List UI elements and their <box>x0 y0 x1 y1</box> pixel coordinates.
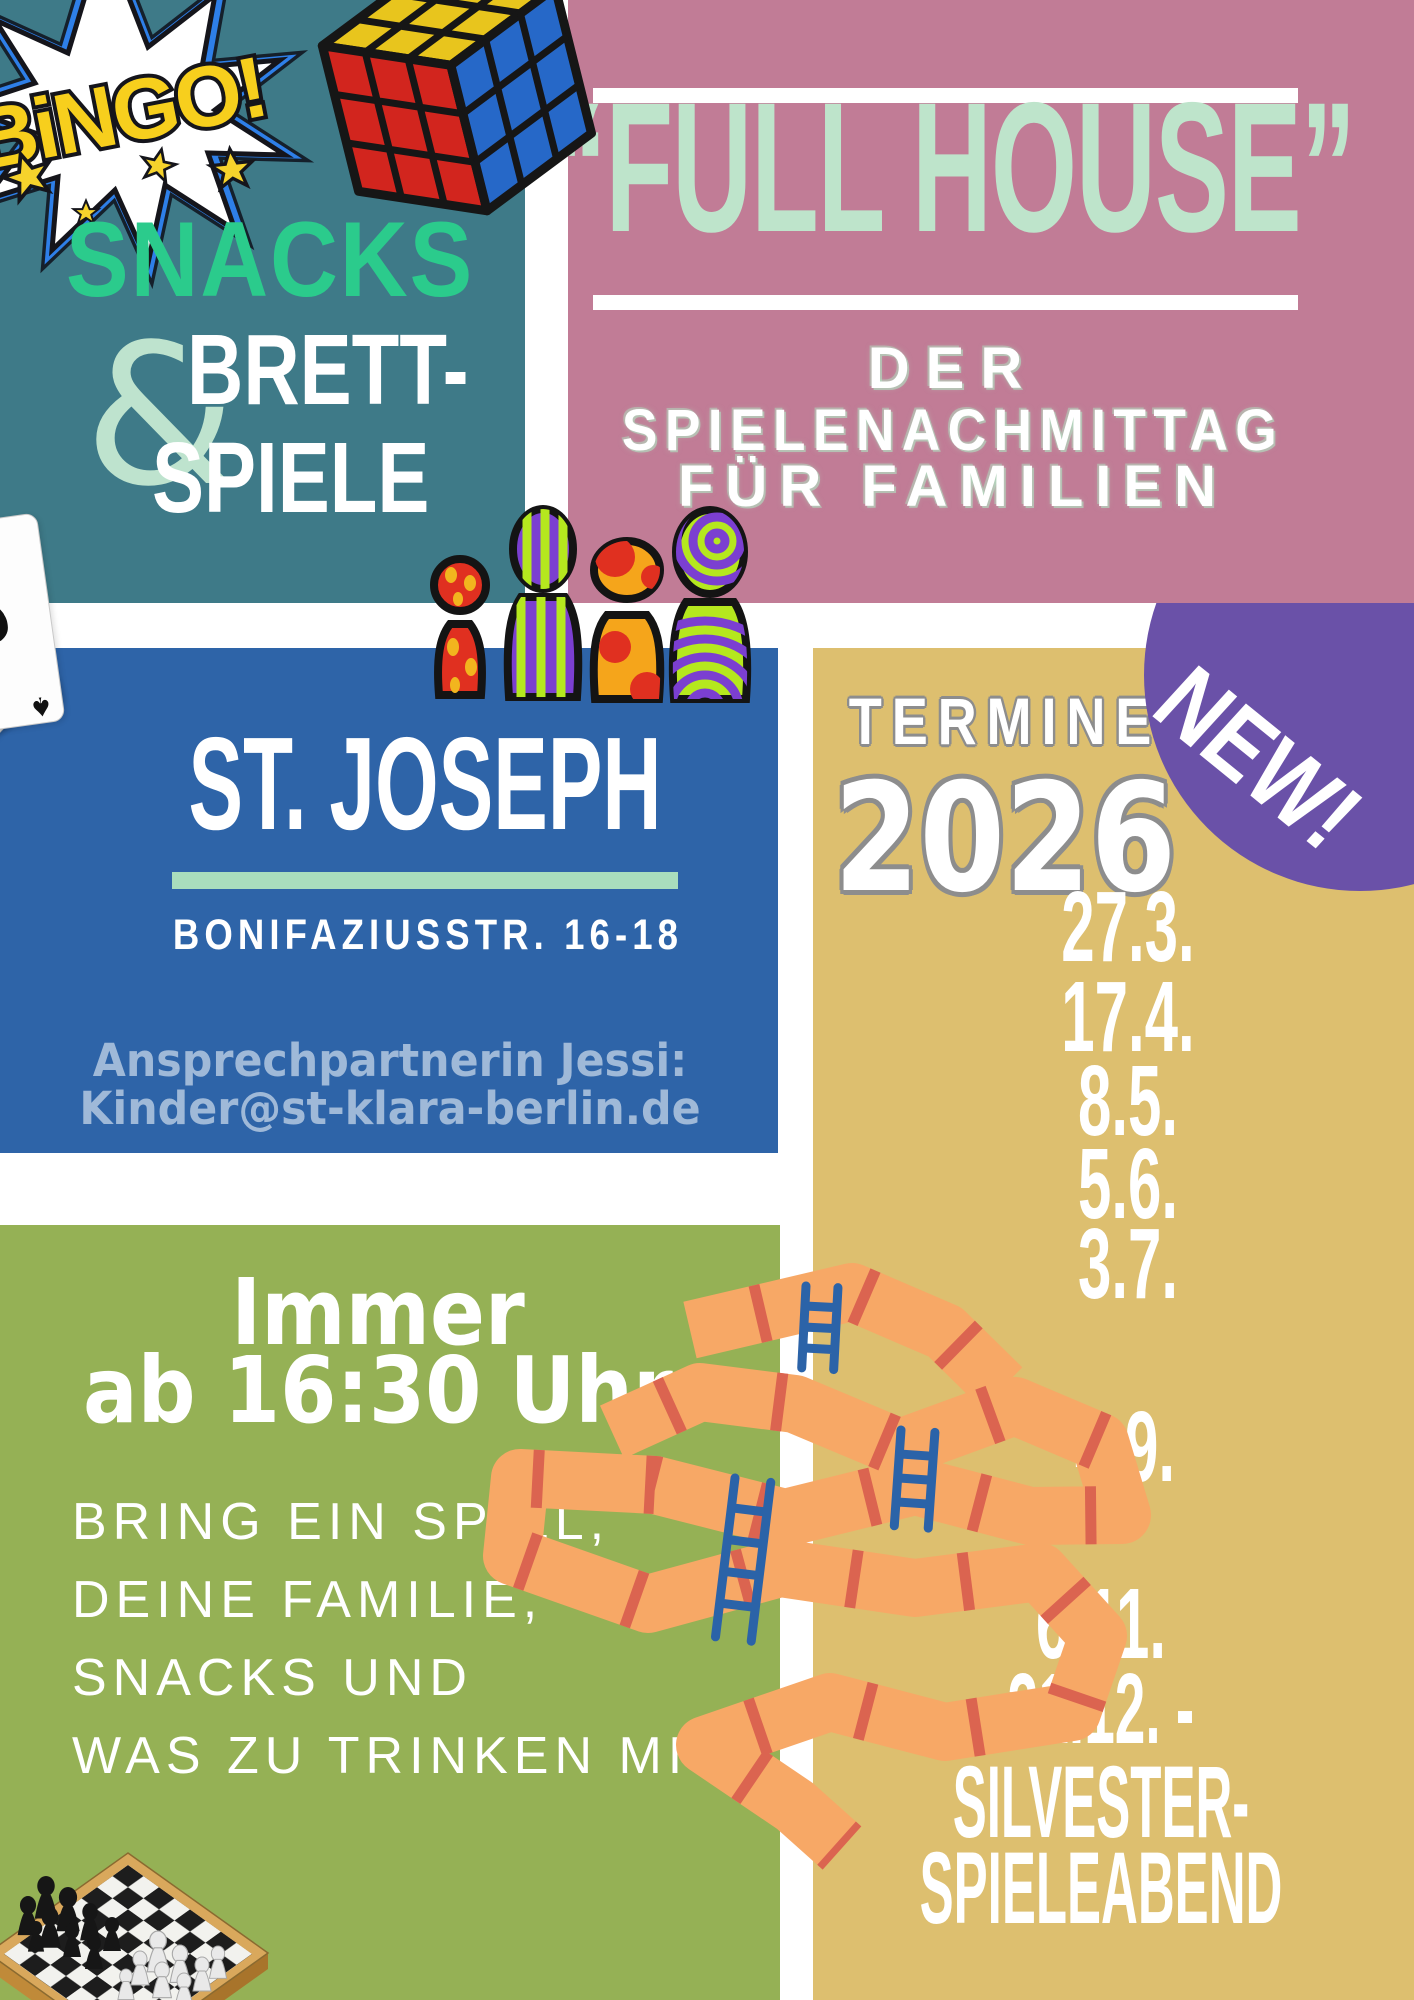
divider-top <box>593 88 1298 103</box>
blue-block: ST. JOSEPH BONIFAZIUSSTR. 16-18 Ansprech… <box>0 648 778 1153</box>
location-underline <box>172 872 678 889</box>
termine-year: 2026 <box>833 752 1177 926</box>
contact-line: Kinder@st-klara-berlin.de <box>79 1082 701 1135</box>
bring-list-line: BRING EIN SPIEL, <box>72 1493 611 1551</box>
silvester-line: SPIELEABEND <box>919 1831 1283 1945</box>
star-icon <box>0 144 257 226</box>
brettspiele-line: SPIELE <box>152 422 430 534</box>
ace-of-spades-card: A♠ ♠ ♠ <box>0 512 66 742</box>
spade-icon-small: ♠ <box>27 689 55 723</box>
event-title: “FULL HOUSE” <box>551 65 1356 271</box>
address-line: BONIFAZIUSSTR. 16-18 <box>172 911 684 959</box>
pawn-orange-spotted <box>589 537 665 703</box>
snacks-heading: SNACKS <box>65 199 475 319</box>
pawn-red-dotted <box>430 555 490 699</box>
pawn-lime-swirl <box>668 506 752 703</box>
event-subtitle: SPIELENACHMITTAG <box>621 398 1285 463</box>
spade-icon: ♠ <box>0 549 33 690</box>
pink-block: “FULL HOUSE” DER SPIELENACHMITTAG FÜR FA… <box>551 0 1414 603</box>
event-subtitle: FÜR FAMILIEN <box>678 454 1228 519</box>
playing-cards-icon: ♦ A♠ ♠ ♠ <box>0 508 212 830</box>
date-item: 8.5. <box>1077 1045 1179 1157</box>
event-subtitle: DER <box>867 336 1039 401</box>
game-pawns-icon <box>430 505 752 703</box>
location-title: ST. JOSEPH <box>188 710 662 857</box>
bring-list: BRING EIN SPIEL, DEINE FAMILIE, SNACKS U… <box>72 1483 746 1795</box>
contact-line: Ansprechpartnerin Jessi: <box>92 1034 688 1087</box>
time-line: ab 16:30 Uhr <box>83 1337 673 1444</box>
bingo-burst-icon: BiNGO! <box>0 0 315 290</box>
chessboard-icon <box>0 1852 270 2000</box>
date-item: 17.4. <box>1061 961 1195 1073</box>
divider-bottom <box>593 295 1298 310</box>
bring-list-line: WAS ZU TRINKEN MIT! <box>72 1727 747 1785</box>
pawn-purple-striped <box>503 505 583 701</box>
burst-white <box>0 0 294 271</box>
brettspiele-line: BRETT- <box>187 314 469 426</box>
date-item: 4.9. <box>1074 1391 1176 1503</box>
ampersand: & <box>84 302 237 529</box>
bring-list-line: SNACKS UND <box>72 1649 473 1707</box>
bring-list-line: DEINE FAMILIE, <box>72 1571 544 1629</box>
date-item: 5.6. <box>1077 1128 1179 1240</box>
rubiks-cube-icon <box>317 0 596 216</box>
termine-heading: TERMINE <box>848 684 1162 758</box>
time-line: Immer <box>231 1259 525 1366</box>
date-item: 3.7. <box>1077 1208 1179 1320</box>
date-item: 27.3. <box>1061 871 1195 983</box>
date-item: 31.12. - <box>1007 1653 1195 1765</box>
